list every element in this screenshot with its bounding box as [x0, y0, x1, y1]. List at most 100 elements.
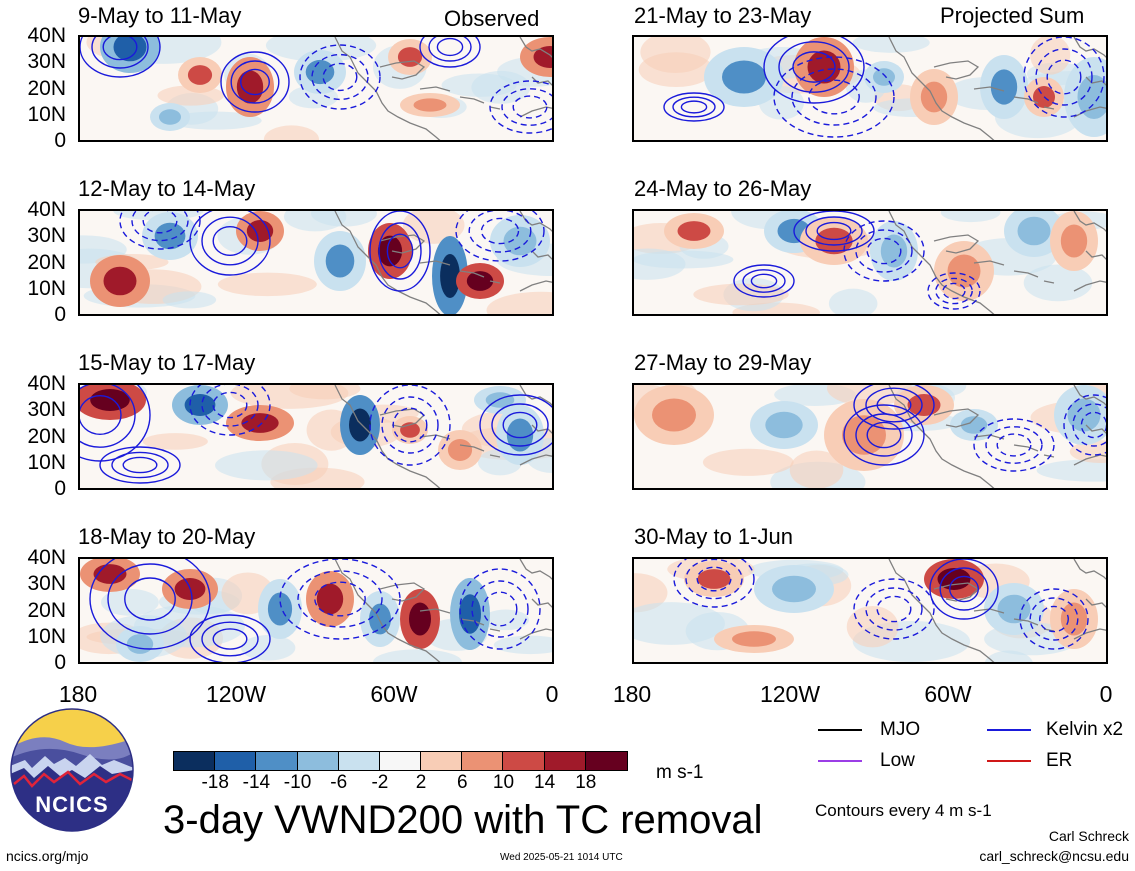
contour-line — [80, 37, 161, 78]
footer-email[interactable]: carl_schreck@ncsu.edu — [979, 848, 1129, 864]
contour-line — [491, 403, 549, 447]
contour-line — [685, 559, 743, 600]
shading-blob — [634, 602, 725, 645]
contour-line — [778, 41, 850, 93]
contour-line — [773, 56, 895, 138]
colorbar-tick-label: 18 — [575, 772, 597, 793]
colorbar-tick-label: -2 — [371, 772, 389, 793]
shading-blob — [722, 60, 766, 94]
contour-line — [501, 88, 552, 126]
legend-line-mjo — [818, 729, 862, 731]
contour-line — [853, 578, 935, 640]
contour-line — [843, 404, 925, 466]
contour-line — [369, 385, 451, 466]
shading-blob — [1030, 37, 1071, 75]
contour-line — [311, 53, 369, 101]
contour-line — [428, 37, 472, 62]
contour-line — [1023, 37, 1105, 118]
contour-line — [119, 211, 201, 250]
shading-blob — [267, 592, 293, 626]
shading-blob — [634, 248, 686, 280]
lon-label: 120W — [759, 681, 821, 707]
panel-title-right-2: 24-May to 26-May — [634, 176, 812, 201]
lon-label: 180 — [612, 681, 652, 707]
contour-line — [876, 394, 912, 416]
shading-blob — [697, 569, 731, 589]
colorbar-swatch — [256, 752, 298, 770]
shading-blob — [503, 226, 537, 256]
contour-line — [805, 216, 863, 246]
coastline — [888, 37, 1106, 140]
map-panel — [78, 209, 554, 316]
panel-title-right-3: 27-May to 29-May — [634, 350, 812, 375]
lat-label: 0 — [54, 651, 66, 674]
map-panel — [78, 383, 554, 490]
shading-blob — [828, 288, 878, 314]
shading-blob — [217, 272, 317, 297]
contour-line — [855, 229, 913, 273]
contour-line — [973, 418, 1055, 472]
contour-line — [102, 37, 138, 61]
contour-line — [189, 614, 271, 662]
colorbar-swatch — [297, 752, 339, 770]
lat-label: 10N — [27, 102, 66, 126]
contour-line — [124, 577, 176, 621]
colorbar-swatch — [379, 752, 422, 770]
shading-blob — [409, 602, 431, 636]
map-panel — [632, 557, 1108, 664]
contour-line — [131, 211, 189, 242]
shading-blob — [634, 573, 668, 613]
shading-blob — [447, 439, 473, 461]
panel-title-right-4: 30-May to 1-Jun — [634, 524, 793, 549]
contour-line — [865, 587, 923, 631]
contour-line — [299, 44, 381, 110]
contour-line — [212, 226, 248, 256]
shading-blob — [506, 418, 534, 452]
colorbar-swatch — [462, 752, 504, 770]
contour-line — [381, 396, 439, 454]
contour-line — [89, 559, 211, 650]
shading-blob — [1017, 216, 1051, 246]
shading-blob — [377, 235, 403, 267]
contour-line — [378, 222, 422, 280]
shading-blob — [1060, 602, 1088, 636]
panel-title-left-3: 15-May to 17-May — [78, 350, 256, 375]
colorbar-tick-label: -14 — [242, 772, 271, 793]
ncics-logo[interactable]: NCICS — [10, 708, 134, 832]
lat-label: 30N — [27, 224, 66, 248]
colorbar-units: m s-1 — [656, 762, 704, 783]
panel-title-left-4: 18-May to 20-May — [78, 524, 256, 549]
contour-line — [1046, 59, 1082, 95]
shading-blob — [459, 594, 481, 634]
contour-line — [855, 413, 913, 457]
contour-line — [663, 92, 725, 122]
shading-blob — [113, 37, 147, 62]
shading-blob — [215, 450, 318, 481]
contour-line — [927, 272, 981, 310]
contour-line — [502, 411, 538, 439]
shading-blob — [325, 244, 355, 278]
shading-blob — [142, 433, 208, 450]
contour-line — [672, 96, 716, 118]
colorbar-tick-label: -6 — [330, 772, 348, 793]
shading-blob — [184, 394, 216, 416]
shading-blob — [316, 583, 344, 615]
footer-url[interactable]: ncics.org/mjo — [6, 848, 89, 864]
panel-label-observed: Observed — [444, 6, 540, 31]
contour-line — [80, 385, 151, 462]
contour-line — [949, 575, 979, 603]
map-panel — [632, 383, 1108, 490]
lat-label: 40N — [27, 372, 66, 395]
shading-blob — [289, 385, 361, 400]
shading-blob — [789, 450, 844, 488]
contour-line — [107, 563, 193, 635]
colorbar-tick-label: -18 — [201, 772, 229, 793]
colorbar-swatch — [503, 752, 545, 770]
contour-line — [201, 621, 259, 657]
shading-blob — [486, 291, 552, 314]
contour-line — [866, 237, 902, 265]
shading-blob — [652, 398, 696, 432]
contour-line — [201, 385, 259, 427]
contour-line — [369, 211, 431, 292]
contour-line — [843, 220, 925, 282]
